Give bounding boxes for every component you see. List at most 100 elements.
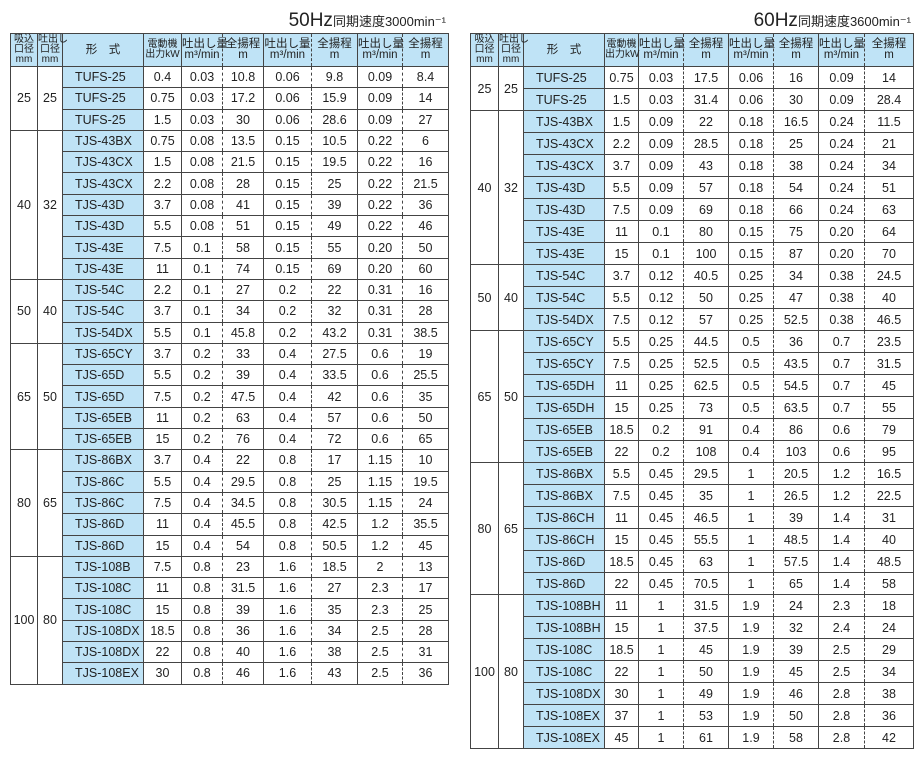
- flow-2-cell: 0.18: [728, 198, 774, 221]
- flow-3-cell: 1.15: [357, 470, 403, 493]
- flow-3-cell: 1.4: [818, 506, 865, 529]
- flow-3-cell: 2.3: [357, 598, 403, 621]
- head-3-cell: 40: [864, 528, 914, 551]
- flow-3-cell: 0.7: [818, 374, 865, 397]
- flow-3-cell: 2.4: [818, 616, 865, 639]
- header-line: 吐出し量: [182, 38, 228, 50]
- head-1-cell: 69: [683, 198, 729, 221]
- flow-1-cell: 1: [638, 660, 684, 683]
- table-row: TJS-86CH 15 0.45 55.5 1 48.5 1.4 40: [471, 528, 914, 551]
- table-row: TJS-65DH 15 0.25 73 0.5 63.5 0.7 55: [471, 396, 914, 419]
- head-1-cell: 37.5: [683, 616, 729, 639]
- head-3-cell: 38: [864, 682, 914, 705]
- flow-3-cell: 0.20: [357, 257, 403, 280]
- model-cell: TUFS-25: [62, 87, 144, 110]
- head-2-cell: 17: [311, 449, 358, 472]
- flow-3-cell: 1.2: [818, 462, 865, 485]
- table-row: 50 40 TJS-54C 2.2 0.1 27 0.2 22 0.31 16: [10, 278, 449, 344]
- flow-1-cell: 0.12: [638, 264, 684, 287]
- suction-bore-cell: 40: [10, 129, 38, 280]
- motor-output-cell: 22: [604, 572, 639, 595]
- motor-output-cell: 15: [143, 428, 182, 451]
- flow-2-cell: 0.8: [263, 513, 312, 536]
- model-cell: TUFS-25: [523, 88, 605, 111]
- motor-output-cell: 2.2: [143, 278, 182, 302]
- head-3-cell: 14: [864, 66, 914, 89]
- table-row: 100 80 TJS-108BH 11 1 31.5 1.9 24 2.3 18: [470, 594, 914, 749]
- head-3-cell: 70: [864, 242, 914, 265]
- flow-2-cell: 0.5: [728, 396, 774, 419]
- flow-3-cell: 2.5: [818, 660, 865, 683]
- table-row: TJS-65EB 11 0.2 63 0.4 57 0.6 50: [11, 406, 449, 430]
- table-row: TJS-43D 3.7 0.08 41 0.15 39 0.22 36: [11, 193, 449, 217]
- suction-bore-cell: 65: [10, 342, 38, 451]
- spec-table-60hz: 吸込 口径 mm 吐出し 口径 mm 形 式電動機 出力kW 吐出し量 m³/min 全揚程 m 吐出し…: [470, 33, 914, 749]
- flow-3-cell: 1.2: [818, 484, 865, 507]
- flow-1-cell: 1: [638, 616, 684, 639]
- head-3-cell: 48.5: [864, 550, 914, 573]
- model-cell: TUFS-25: [62, 108, 144, 131]
- head-3-cell: 55: [864, 396, 914, 419]
- flow-1-cell: 0.2: [181, 364, 223, 387]
- flow-1-cell: 0.12: [638, 286, 684, 309]
- head-2-cell: 75: [773, 220, 819, 243]
- head-1-cell: 47.5: [222, 385, 264, 408]
- head-1-cell: 45.5: [222, 513, 264, 536]
- table-row: TJS-43E 7.5 0.1 58 0.15 55 0.20 50: [11, 236, 449, 259]
- motor-output-cell: 2.2: [604, 132, 639, 155]
- header-line: 吸込: [14, 34, 34, 45]
- head-1-cell: 28.5: [683, 132, 729, 155]
- motor-output-cell: 5.5: [604, 176, 639, 199]
- flow-1-cell: 0.03: [181, 87, 223, 110]
- flow-3-cell: 2.5: [357, 641, 403, 664]
- motor-output-cell: 1.5: [604, 110, 639, 133]
- table-row: TJS-43D 5.5 0.09 57 0.18 54 0.24 51: [471, 176, 914, 199]
- flow-1-cell: 1: [638, 726, 684, 749]
- flow-1-cell: 0.4: [181, 491, 223, 515]
- head-2-cell: 43.5: [773, 352, 819, 375]
- head-2-cell: 72: [311, 428, 358, 451]
- flow-1-cell: 0.45: [638, 528, 684, 551]
- header-line: 電動機: [147, 39, 178, 50]
- model-cell: TJS-108C: [523, 660, 605, 683]
- header-line: m: [420, 49, 431, 61]
- head-1-cell: 63: [222, 406, 264, 430]
- discharge-bore-cell: 65: [37, 449, 63, 557]
- table-row: 50 40 TJS-54C 3.7 0.12 40.5 0.25 34 0.38 24.5: [470, 264, 914, 331]
- model-cell: TJS-65EB: [523, 440, 605, 463]
- motor-output-cell: 3.7: [604, 154, 639, 177]
- motor-output-cell: 15: [143, 598, 182, 621]
- flow-3-cell: 0.24: [818, 198, 865, 221]
- title-60hz: 60Hz同期速度3600min⁻¹: [754, 10, 911, 32]
- head-3-cell: 19: [402, 342, 449, 366]
- head-1-cell: 17.5: [683, 66, 729, 89]
- flow-1-cell: 0.25: [638, 374, 684, 397]
- flow-2-cell: 1.9: [728, 616, 774, 639]
- motor-output-cell: 0.75: [143, 87, 182, 110]
- flow-1-cell: 0.1: [638, 220, 684, 243]
- suction-bore-cell: 25: [470, 66, 499, 111]
- header-line: m³/min: [733, 49, 769, 61]
- head-2-cell: 39: [311, 193, 358, 217]
- head-3-cell: 28: [402, 300, 449, 323]
- flow-3-cell: 0.38: [818, 264, 865, 287]
- head-2-cell: 57.5: [773, 550, 819, 573]
- discharge-bore-cell: 40: [37, 278, 63, 344]
- head-2-cell: 42.5: [311, 513, 358, 536]
- model-cell: TJS-108EX: [523, 704, 605, 727]
- flow-2-cell: 0.06: [263, 87, 312, 110]
- header-model: 形 式: [523, 33, 605, 67]
- head-2-cell: 38: [311, 641, 358, 664]
- header-motor-output: 電動機 出力kW: [143, 33, 182, 67]
- head-2-cell: 39: [773, 638, 819, 661]
- flow-2-cell: 0.4: [263, 385, 312, 408]
- head-3-cell: 25: [402, 598, 449, 621]
- flow-1-cell: 0.2: [638, 418, 684, 441]
- table-row: TJS-108C 11 0.8 31.5 1.6 27 2.3 17: [11, 577, 449, 600]
- head-2-cell: 39: [773, 506, 819, 529]
- table-row: TUFS-25 1.5 0.03 30 0.06 28.6 0.09 27: [11, 108, 449, 131]
- table-row: 40 32 TJS-43BX 0.75 0.08 13.5 0.15 10.5 0.22 6: [10, 129, 449, 280]
- head-3-cell: 36: [864, 704, 914, 727]
- flow-1-cell: 0.8: [181, 555, 223, 579]
- header-line: 全揚程: [225, 38, 261, 50]
